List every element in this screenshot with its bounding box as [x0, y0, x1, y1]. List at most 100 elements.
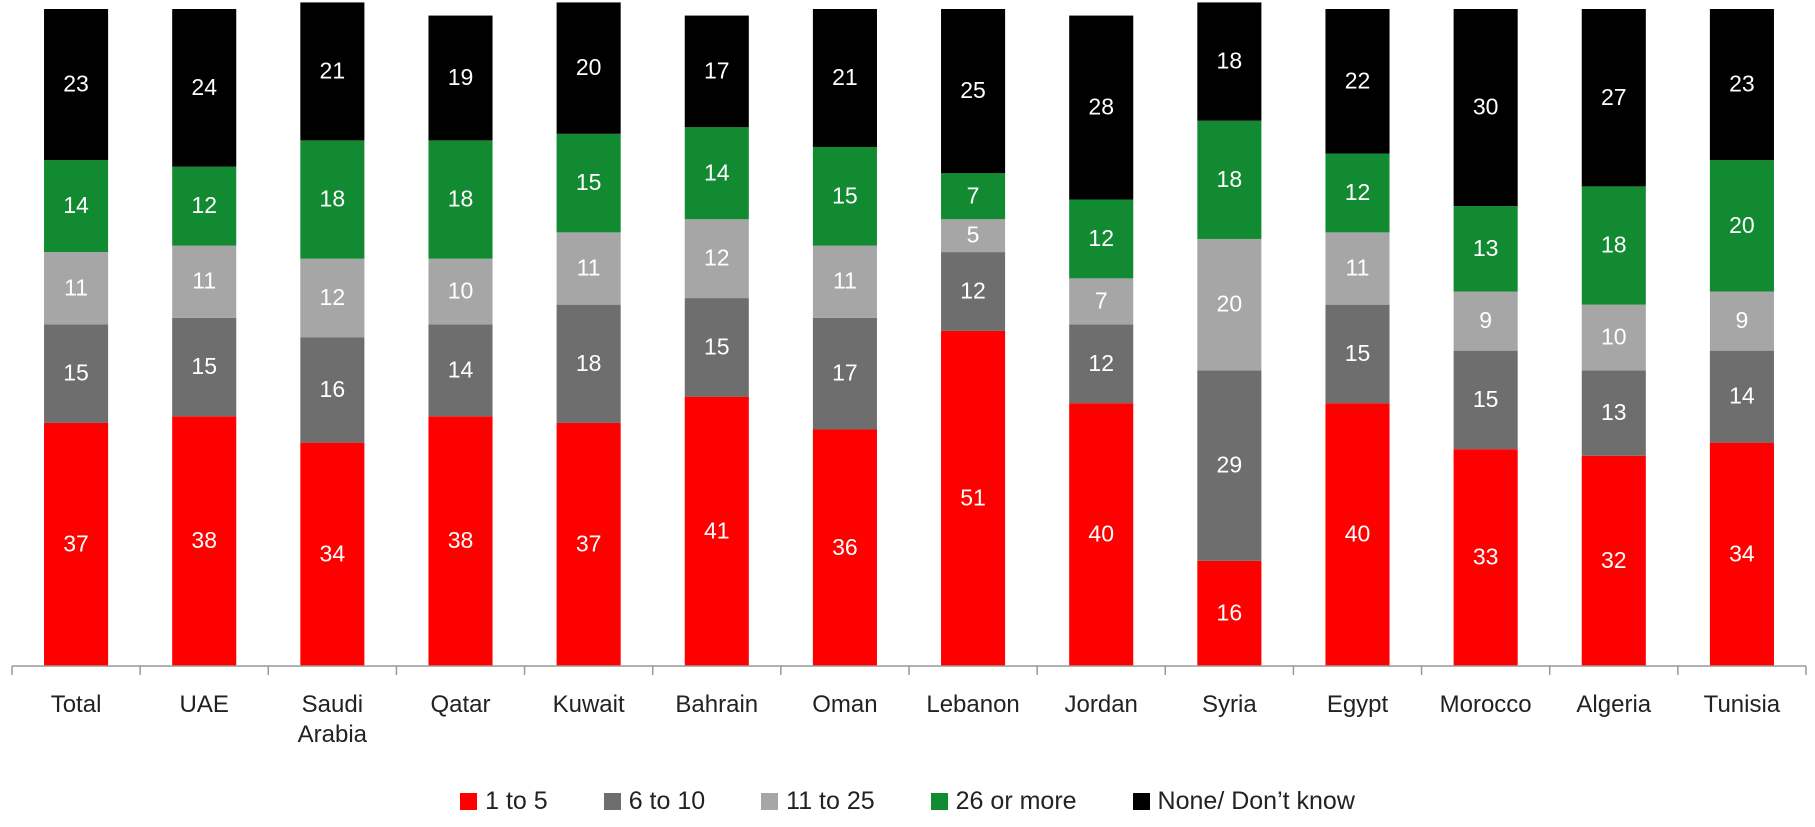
data-label: 34	[1729, 540, 1755, 566]
bar-segment	[44, 422, 109, 666]
x-tick-label: Saudi Arabia	[297, 691, 368, 748]
data-label: 21	[320, 57, 346, 83]
bar-segment	[1453, 291, 1518, 351]
data-label: 40	[1088, 521, 1114, 547]
bar-segment	[1069, 324, 1134, 404]
bar-segment	[44, 160, 109, 253]
bar-segment	[172, 166, 237, 246]
legend-label: 26 or more	[955, 787, 1077, 815]
data-label: 14	[1729, 383, 1755, 409]
data-label: 18	[1217, 48, 1243, 74]
data-label: 15	[704, 333, 730, 359]
legend-swatch	[1132, 793, 1150, 810]
data-label: 15	[1473, 386, 1499, 412]
data-label: 28	[1088, 94, 1114, 120]
x-tick-label: Morocco	[1439, 691, 1532, 718]
data-label: 11	[1346, 255, 1370, 281]
bar-segment	[1453, 9, 1518, 207]
bar-segment	[1581, 304, 1646, 371]
data-label: 11	[833, 268, 857, 294]
bar-segment	[300, 140, 365, 259]
bar-segment	[684, 298, 749, 397]
bar-segment	[1069, 403, 1134, 666]
data-label: 37	[63, 531, 89, 557]
data-label: 23	[1729, 71, 1755, 97]
data-label: 5	[967, 222, 980, 248]
x-tick-label: Egypt	[1326, 691, 1389, 718]
data-label: 10	[1601, 324, 1627, 350]
data-label: 38	[191, 527, 217, 553]
x-tick-label: Qatar	[430, 691, 491, 718]
data-label: 12	[1345, 179, 1371, 205]
bar-segment	[812, 146, 877, 246]
bar-segment	[812, 317, 877, 430]
data-label: 24	[191, 74, 217, 100]
data-label: 37	[576, 531, 602, 557]
bar-segment	[172, 416, 237, 666]
bar-segment	[1709, 442, 1774, 666]
bar-segment	[1325, 304, 1390, 404]
legend-swatch	[761, 793, 779, 810]
data-label: 40	[1345, 521, 1371, 547]
data-label: 12	[960, 278, 986, 304]
data-label: 34	[320, 540, 346, 566]
bar-segment	[556, 232, 621, 305]
bar-segment	[1709, 350, 1774, 443]
bar-segment	[684, 15, 749, 128]
data-label: 18	[576, 350, 602, 376]
data-label: 7	[1095, 287, 1108, 313]
x-tick-label: Syria	[1202, 691, 1257, 718]
legend-item: 11 to 25	[761, 787, 875, 816]
bar-segment	[44, 324, 109, 423]
bar-segment	[684, 127, 749, 220]
x-tick-label: Kuwait	[552, 691, 625, 718]
data-label: 18	[320, 186, 346, 212]
data-label: 19	[448, 64, 474, 90]
legend-item: 26 or more	[930, 787, 1077, 816]
bar-segment	[1325, 9, 1390, 154]
data-label: 32	[1601, 547, 1627, 573]
data-label: 18	[448, 186, 474, 212]
legend-label: 6 to 10	[628, 787, 706, 815]
x-tick-label: Oman	[812, 691, 878, 718]
data-label: 36	[832, 534, 858, 560]
bar-segment	[428, 140, 493, 259]
legend-item: 6 to 10	[603, 787, 706, 816]
bar-segment	[556, 422, 621, 666]
data-label: 17	[704, 57, 730, 83]
x-tick-label: Tunisia	[1703, 691, 1781, 718]
legend-swatch	[460, 793, 478, 810]
data-label: 20	[1217, 291, 1243, 317]
data-label: 11	[577, 255, 601, 281]
data-label: 18	[1217, 166, 1243, 192]
data-label: 12	[704, 245, 730, 271]
bar-segment	[1709, 291, 1774, 351]
data-label: 29	[1217, 452, 1243, 478]
data-label: 51	[960, 485, 986, 511]
bar-segment	[1325, 232, 1390, 305]
bar-segment	[428, 15, 493, 141]
data-label: 11	[64, 274, 88, 300]
bar-segment	[428, 416, 493, 666]
data-label: 15	[191, 353, 217, 379]
bar-segment	[300, 442, 365, 666]
data-label: 38	[448, 527, 474, 553]
data-label: 10	[448, 278, 474, 304]
bar-segment	[1069, 199, 1134, 279]
legend-swatch	[603, 793, 621, 810]
bar-segment	[1709, 9, 1774, 161]
x-tick-label: Bahrain	[675, 691, 759, 718]
data-label: 15	[63, 360, 89, 386]
bar-segment	[44, 252, 109, 325]
bar-segment	[172, 9, 237, 167]
data-label: 16	[1217, 600, 1243, 626]
data-label: 11	[192, 268, 216, 294]
bar-segment	[1325, 403, 1390, 666]
bar-segment	[44, 9, 109, 161]
x-tick-label: Lebanon	[926, 691, 1020, 718]
legend-item: None/ Don’t know	[1132, 787, 1355, 816]
legend: 1 to 5 6 to 10 11 to 25 26 or more None/ Don…	[0, 787, 1815, 816]
data-label: 7	[967, 182, 980, 208]
bar-segment	[1453, 206, 1518, 292]
bar-segment	[1069, 15, 1134, 200]
